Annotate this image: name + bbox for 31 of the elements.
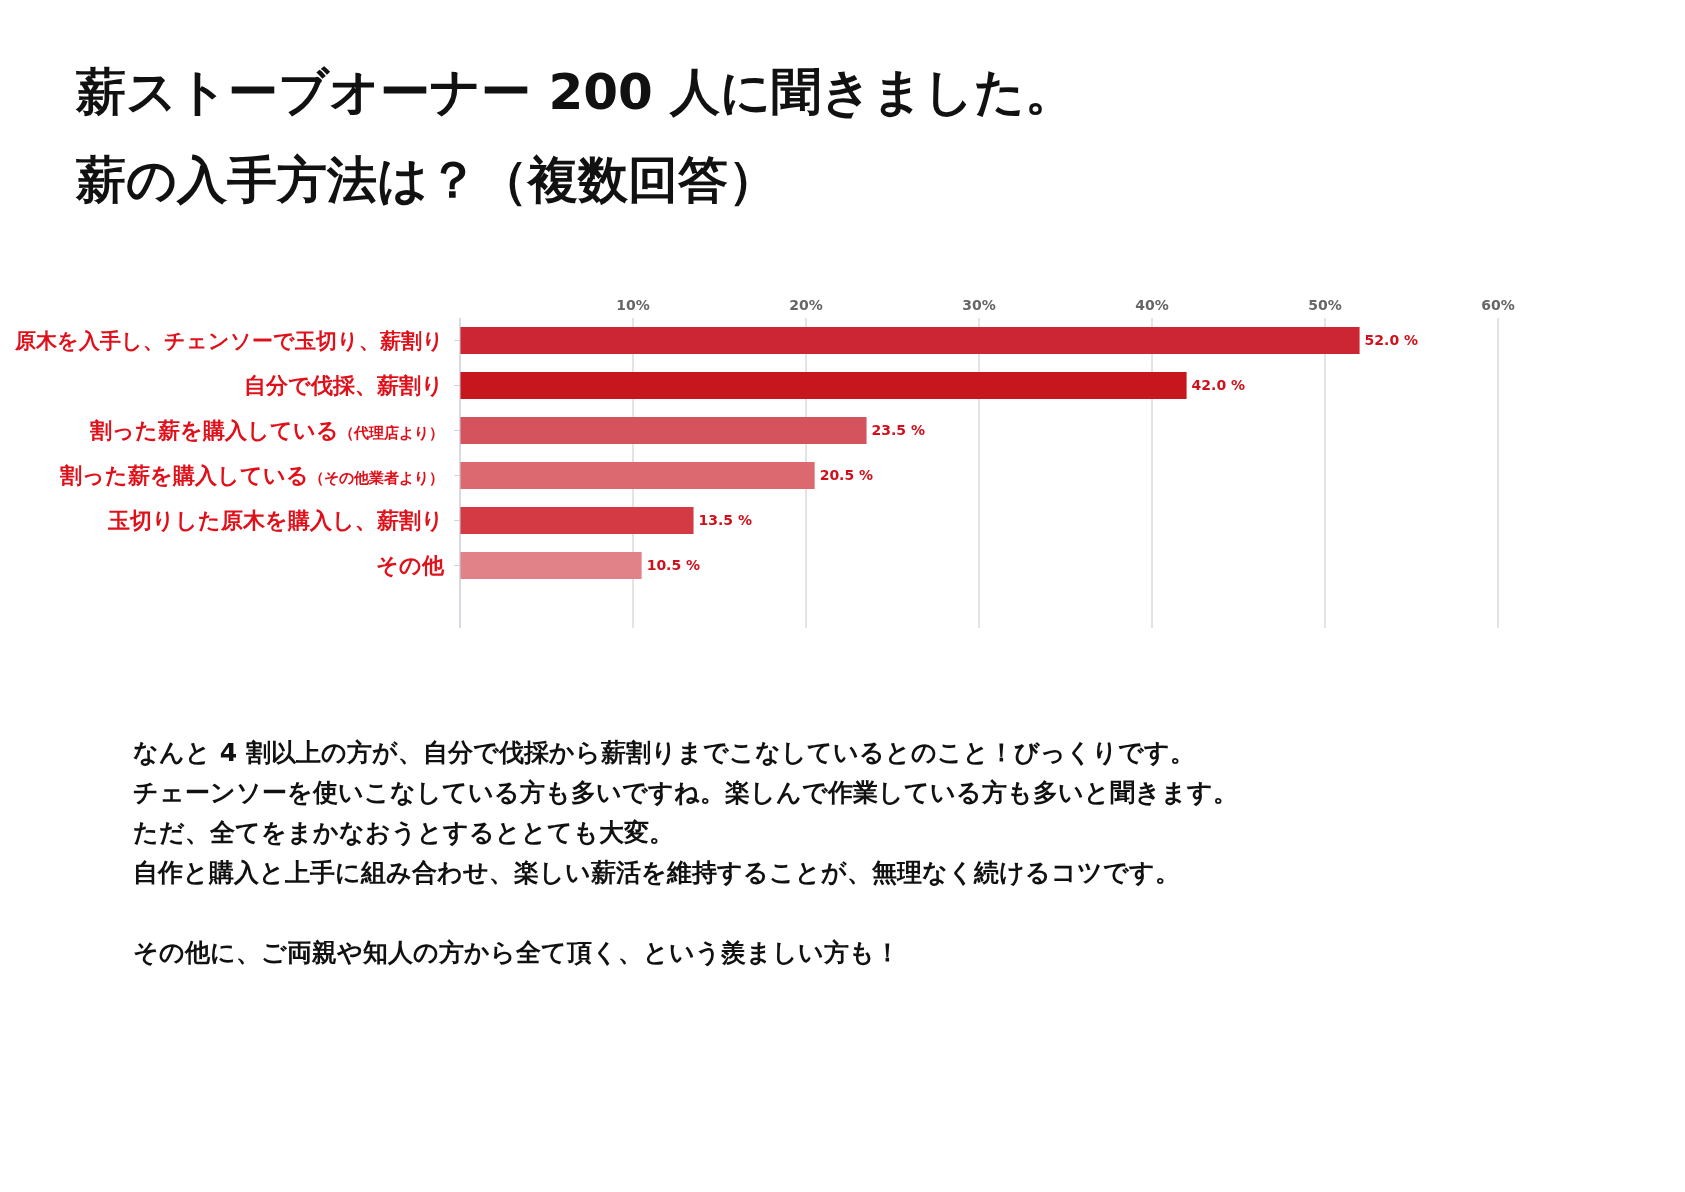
bar [460, 327, 1360, 354]
text: なんと 4 割以上の方が、自分で伐採から薪割りまでこなしているとのこと！びっくりです。 [133, 737, 1196, 769]
y-tick-label: 自分で伐採、薪割り [244, 373, 444, 399]
y-tick-label: 玉切りした原木を購入し、薪割り [107, 508, 444, 534]
y-tick-label: 割った薪を購入している（その他業者より） [59, 463, 444, 489]
data-label: 52.0 % [1364, 332, 1419, 349]
y-tick-label: 原木を入手し、チェンソーで玉切り、薪割り [14, 328, 444, 353]
x-tick-label: 10% [616, 297, 650, 313]
x-tick-label: 40% [1135, 297, 1169, 313]
x-tick-label: 30% [962, 297, 996, 313]
text: その他に、ご両親や知人の方から全て頂く、という羨ましい方も！ [133, 937, 901, 969]
bar [460, 552, 642, 579]
data-label: 42.0 % [1191, 377, 1246, 394]
chart-subtitle: 薪の入手方法は？（複数回答） [76, 150, 779, 211]
text: チェーンソーを使いこなしている方も多いですね。楽しんで作業している方も多いと聞きます。 [133, 777, 1238, 809]
data-label: 20.5 % [819, 467, 874, 484]
data-label: 10.5 % [646, 557, 701, 574]
chart-title: 薪ストーブオーナー 200 人に聞きました。 [76, 62, 1076, 123]
x-tick-label: 50% [1308, 297, 1342, 313]
y-tick-label: 割った薪を購入している（代理店より） [89, 418, 444, 444]
text: ただ、全てをまかなおうとするととても大変。 [133, 817, 675, 849]
bar [460, 462, 815, 489]
x-tick-label: 20% [789, 297, 823, 313]
x-tick-label: 60% [1481, 297, 1515, 313]
bar [460, 507, 694, 534]
text: 自作と購入と上手に組み合わせ、楽しい薪活を維持することが、無理なく続けるコツです。 [133, 857, 1181, 889]
data-label: 13.5 % [698, 512, 752, 529]
bar [460, 417, 867, 444]
bar [460, 372, 1187, 399]
y-tick-label: その他 [376, 553, 445, 579]
data-label: 23.5 % [871, 422, 925, 439]
